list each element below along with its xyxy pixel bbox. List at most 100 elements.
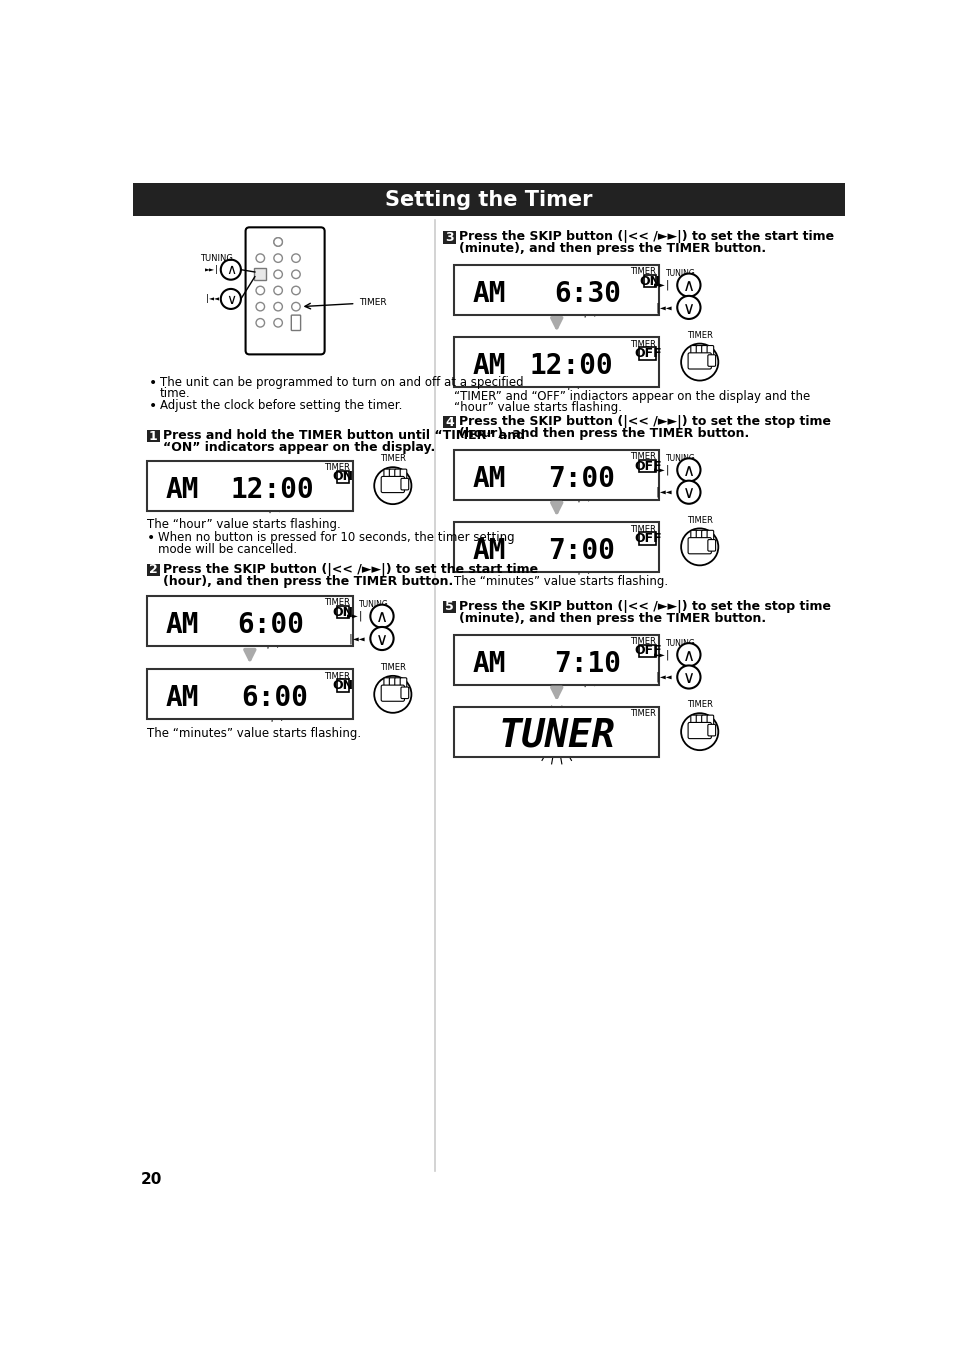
Text: ►►|: ►►|	[654, 279, 671, 290]
FancyBboxPatch shape	[443, 415, 456, 428]
Text: (hour), and then press the TIMER button.: (hour), and then press the TIMER button.	[459, 428, 749, 440]
Text: The “minutes” value starts flashing.: The “minutes” value starts flashing.	[454, 575, 667, 588]
Circle shape	[255, 318, 264, 326]
FancyBboxPatch shape	[454, 634, 659, 685]
Text: When no button is pressed for 10 seconds, the timer setting: When no button is pressed for 10 seconds…	[158, 532, 514, 545]
Text: 12:00: 12:00	[529, 352, 613, 380]
FancyBboxPatch shape	[706, 715, 713, 727]
Text: 5: 5	[444, 600, 454, 614]
FancyBboxPatch shape	[147, 669, 353, 719]
Text: OFF: OFF	[634, 532, 661, 545]
FancyBboxPatch shape	[706, 345, 713, 357]
Circle shape	[220, 259, 241, 279]
FancyBboxPatch shape	[454, 707, 659, 757]
Text: OFF: OFF	[634, 347, 661, 360]
Text: (minute), and then press the TIMER button.: (minute), and then press the TIMER butto…	[459, 243, 766, 255]
Text: ►►|: ►►|	[654, 649, 671, 660]
Circle shape	[374, 676, 411, 712]
Text: TIMER: TIMER	[323, 672, 349, 681]
FancyBboxPatch shape	[245, 228, 324, 355]
FancyBboxPatch shape	[707, 355, 715, 367]
Text: OFF: OFF	[634, 460, 661, 472]
Text: 7:00: 7:00	[547, 465, 615, 492]
Text: Press the SKIP button (|<< /►►|) to set the start time: Press the SKIP button (|<< /►►|) to set …	[459, 231, 834, 243]
Text: ON: ON	[333, 471, 354, 483]
Text: TIMER: TIMER	[630, 637, 656, 646]
Text: •: •	[147, 532, 155, 545]
FancyBboxPatch shape	[291, 316, 300, 331]
Text: AM: AM	[472, 650, 505, 677]
Circle shape	[274, 237, 282, 247]
Text: TIMER: TIMER	[323, 599, 349, 607]
Text: ∨: ∨	[375, 631, 388, 649]
Text: AM: AM	[165, 684, 198, 712]
FancyBboxPatch shape	[700, 345, 707, 357]
Text: ∧: ∧	[682, 463, 694, 480]
FancyBboxPatch shape	[639, 645, 656, 657]
FancyBboxPatch shape	[687, 538, 711, 554]
Circle shape	[292, 302, 300, 310]
Circle shape	[274, 254, 282, 262]
Text: ►►|: ►►|	[654, 464, 671, 475]
FancyBboxPatch shape	[687, 723, 711, 739]
Text: •: •	[149, 399, 157, 413]
Text: TUNING: TUNING	[665, 638, 696, 648]
Text: ON: ON	[333, 679, 354, 692]
Text: AM: AM	[472, 537, 505, 565]
FancyBboxPatch shape	[147, 564, 159, 576]
FancyBboxPatch shape	[383, 469, 390, 480]
FancyBboxPatch shape	[643, 275, 656, 287]
Text: |◄◄: |◄◄	[347, 633, 365, 643]
Circle shape	[677, 274, 700, 297]
Text: TIMER: TIMER	[630, 452, 656, 461]
FancyBboxPatch shape	[707, 724, 715, 737]
Circle shape	[220, 289, 241, 309]
Text: ∧: ∧	[226, 263, 235, 278]
FancyBboxPatch shape	[395, 469, 401, 480]
Circle shape	[677, 643, 700, 666]
Text: 20: 20	[141, 1172, 162, 1187]
Text: AM: AM	[472, 281, 505, 308]
FancyBboxPatch shape	[381, 685, 404, 701]
Text: mode will be cancelled.: mode will be cancelled.	[158, 544, 296, 556]
Text: 3: 3	[445, 231, 454, 244]
Circle shape	[274, 318, 282, 326]
FancyBboxPatch shape	[706, 530, 713, 542]
FancyBboxPatch shape	[639, 348, 656, 360]
Text: TIMER: TIMER	[379, 662, 405, 672]
Text: Setting the Timer: Setting the Timer	[385, 190, 592, 209]
Circle shape	[680, 344, 718, 380]
FancyBboxPatch shape	[400, 687, 408, 699]
Text: TUNING: TUNING	[665, 268, 696, 278]
Circle shape	[255, 254, 264, 262]
Text: (hour), and then press the TIMER button.: (hour), and then press the TIMER button.	[163, 575, 454, 588]
Text: AM: AM	[472, 352, 505, 380]
Text: 7:10: 7:10	[554, 650, 620, 677]
Text: OFF: OFF	[634, 645, 661, 657]
FancyBboxPatch shape	[454, 449, 659, 500]
Text: AM: AM	[472, 465, 505, 492]
Text: 6:00: 6:00	[236, 611, 304, 639]
FancyBboxPatch shape	[639, 533, 656, 545]
Text: ∧: ∧	[682, 278, 694, 295]
Text: ∧: ∧	[682, 646, 694, 665]
Text: 1: 1	[149, 429, 157, 442]
FancyBboxPatch shape	[389, 677, 395, 689]
FancyBboxPatch shape	[700, 715, 707, 727]
Text: 6:00: 6:00	[241, 684, 308, 712]
FancyBboxPatch shape	[454, 264, 659, 316]
Circle shape	[274, 302, 282, 310]
Text: TIMER: TIMER	[359, 298, 387, 306]
FancyBboxPatch shape	[381, 476, 404, 492]
Circle shape	[677, 480, 700, 503]
Circle shape	[292, 254, 300, 262]
FancyBboxPatch shape	[383, 677, 390, 689]
Circle shape	[677, 459, 700, 482]
Circle shape	[677, 295, 700, 318]
Text: TUNING: TUNING	[200, 254, 233, 263]
Text: 7:00: 7:00	[547, 537, 615, 565]
FancyBboxPatch shape	[147, 596, 353, 646]
Text: TIMER: TIMER	[630, 267, 656, 277]
FancyBboxPatch shape	[696, 715, 702, 727]
Text: (minute), and then press the TIMER button.: (minute), and then press the TIMER butto…	[459, 612, 766, 625]
